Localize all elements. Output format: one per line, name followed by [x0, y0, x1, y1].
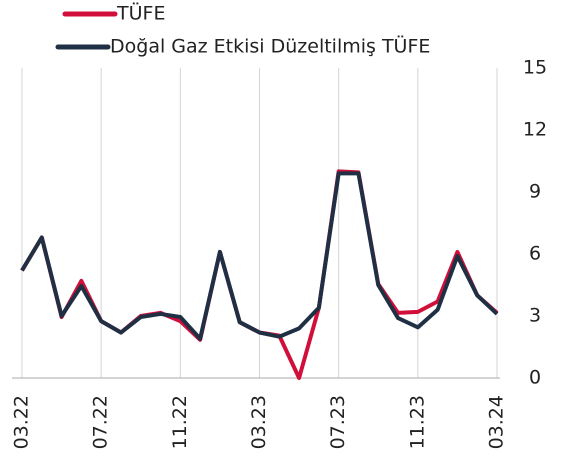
series-line [20, 171, 499, 341]
y-tick-label: 0 [529, 367, 541, 389]
y-tick-label: 6 [529, 243, 541, 265]
x-tick-label: 07.23 [327, 395, 349, 449]
x-tick-label: 11.22 [169, 395, 191, 449]
x-tick-label: 03.24 [486, 395, 508, 449]
x-tick-label: 03.23 [248, 395, 270, 449]
legend-label: Doğal Gaz Etkisi Düzeltilmiş TÜFE [110, 35, 430, 58]
x-tick-label: 07.22 [90, 395, 112, 449]
y-tick-label: 15 [523, 57, 547, 79]
y-tick-label: 12 [523, 119, 547, 141]
y-tick-label: 9 [529, 181, 541, 203]
y-tick-label: 3 [529, 305, 541, 327]
legend-label: TÜFE [116, 2, 165, 25]
x-tick-label: 11.23 [406, 395, 428, 449]
x-tick-label: 03.22 [11, 395, 33, 449]
